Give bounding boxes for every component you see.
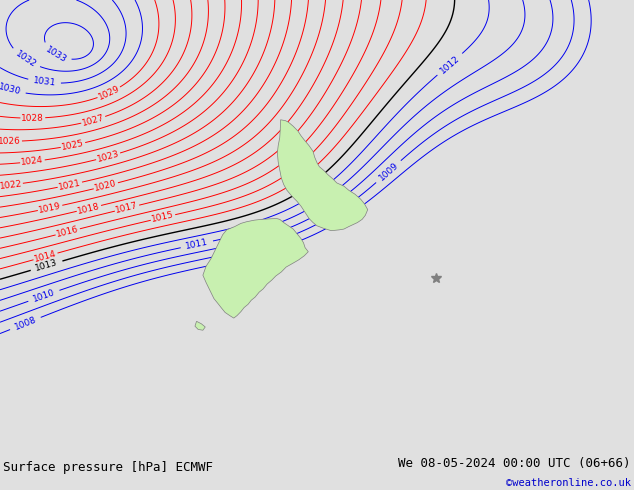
Text: ©weatheronline.co.uk: ©weatheronline.co.uk <box>506 478 631 489</box>
Polygon shape <box>195 321 205 330</box>
Text: 1025: 1025 <box>61 139 85 152</box>
Text: 1008: 1008 <box>13 315 38 332</box>
Text: 1012: 1012 <box>438 53 462 75</box>
Text: 1028: 1028 <box>22 114 44 123</box>
Text: We 08-05-2024 00:00 UTC (06+66): We 08-05-2024 00:00 UTC (06+66) <box>398 457 631 470</box>
Text: 1021: 1021 <box>58 178 82 192</box>
Text: 1030: 1030 <box>0 83 22 97</box>
Text: 1024: 1024 <box>21 156 44 167</box>
Text: 1033: 1033 <box>44 45 68 64</box>
Text: 1031: 1031 <box>32 76 56 88</box>
Polygon shape <box>278 120 368 231</box>
Text: 1013: 1013 <box>34 258 59 273</box>
Polygon shape <box>203 219 308 318</box>
Text: 1010: 1010 <box>32 288 56 304</box>
Text: 1032: 1032 <box>13 49 37 70</box>
Text: 1018: 1018 <box>77 201 101 216</box>
Text: 1016: 1016 <box>56 225 80 239</box>
Text: 1014: 1014 <box>34 249 58 264</box>
Text: 1019: 1019 <box>38 201 62 215</box>
Text: 1017: 1017 <box>115 201 139 215</box>
Text: 1009: 1009 <box>377 161 400 183</box>
Text: Surface pressure [hPa] ECMWF: Surface pressure [hPa] ECMWF <box>3 461 213 474</box>
Text: 1022: 1022 <box>0 179 22 191</box>
Text: 1020: 1020 <box>94 179 118 193</box>
Text: 1023: 1023 <box>96 149 120 164</box>
Text: 1026: 1026 <box>0 137 21 146</box>
Text: 1029: 1029 <box>97 84 121 102</box>
Text: 1027: 1027 <box>81 113 105 127</box>
Text: 1015: 1015 <box>151 211 175 224</box>
Text: 1011: 1011 <box>184 238 209 251</box>
